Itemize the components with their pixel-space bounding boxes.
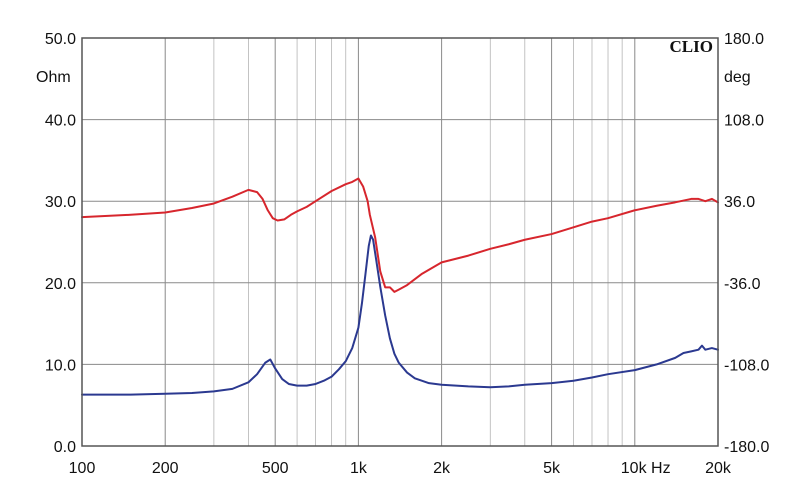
- plot-background: [82, 38, 718, 446]
- left-tick-label: 50.0: [45, 31, 76, 48]
- left-tick-label: 40.0: [45, 113, 76, 130]
- x-tick-label: 1k: [350, 460, 368, 477]
- x-tick-label: 10k Hz: [621, 460, 671, 477]
- right-tick-label: 108.0: [724, 113, 764, 130]
- left-tick-label: 10.0: [45, 357, 76, 374]
- right-tick-label: 180.0: [724, 31, 764, 48]
- right-tick-label: -36.0: [724, 276, 761, 293]
- plot-frame: [81, 37, 719, 447]
- right-tick-label: -108.0: [724, 357, 769, 374]
- x-axis-tick-labels: 100 200 500 1k 2k 5k 10k Hz 20k: [69, 460, 732, 477]
- left-tick-label: 0.0: [54, 439, 76, 456]
- x-tick-label: 200: [152, 460, 179, 477]
- x-tick-label: 20k: [705, 460, 732, 477]
- impedance-line: [81, 234, 719, 396]
- left-tick-label: 30.0: [45, 194, 76, 211]
- x-tick-label: 5k: [543, 460, 561, 477]
- major-gridlines: [82, 38, 718, 446]
- x-tick-label: 500: [262, 460, 289, 477]
- phase-line: [81, 177, 719, 293]
- brand-logo: CLIO: [670, 37, 713, 56]
- right-axis-unit: deg: [724, 69, 751, 86]
- series-layer: [81, 177, 719, 396]
- right-axis-tick-labels: -180.0 -108.0 -36.0 36.0 108.0 180.0: [724, 31, 769, 456]
- right-tick-label: -180.0: [724, 439, 769, 456]
- left-tick-label: 20.0: [45, 276, 76, 293]
- left-axis-unit: Ohm: [36, 69, 71, 86]
- x-tick-label: 2k: [433, 460, 451, 477]
- right-tick-label: 36.0: [724, 194, 755, 211]
- left-axis-tick-labels: 0.0 10.0 20.0 30.0 40.0 50.0: [45, 31, 76, 456]
- x-tick-label: 100: [69, 460, 96, 477]
